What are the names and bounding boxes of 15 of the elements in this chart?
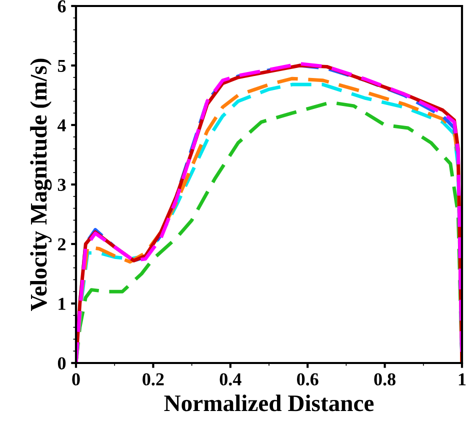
x-tick-label: 0 [72, 373, 80, 386]
y-tick-label: 2 [58, 238, 66, 250]
y-tick-label: 3 [58, 178, 66, 191]
y-tick-label: 4 [58, 119, 66, 132]
y-tick-label: 5 [58, 60, 66, 72]
x-axis-title: Normalized Distance [164, 394, 374, 412]
x-tick-label: 1 [458, 373, 466, 386]
x-tick-label: 0.4 [220, 373, 242, 386]
x-tick-label: 0.8 [374, 373, 396, 386]
y-tick-label: 0 [58, 357, 66, 370]
y-axis-title: Velocity Magnitude (m/s) [30, 58, 52, 312]
y-tick-label: 6 [58, 0, 66, 12]
y-tick-label: 1 [58, 298, 66, 310]
x-tick-label: 0.6 [297, 373, 318, 386]
x-tick-label: 0.2 [142, 373, 164, 386]
